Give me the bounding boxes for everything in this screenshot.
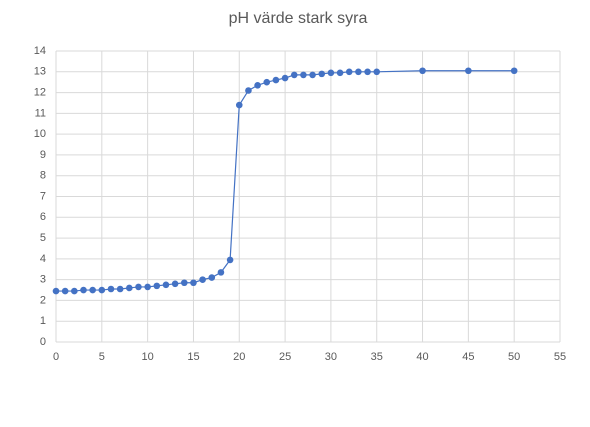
data-point (281, 74, 289, 82)
data-point (217, 269, 225, 276)
data-point (116, 285, 124, 293)
y-tick-label: 9 (40, 149, 46, 161)
x-tick-label: 10 (142, 351, 154, 363)
data-point (71, 287, 78, 295)
data-point (52, 287, 60, 295)
data-point (144, 283, 151, 291)
y-tick-label: 14 (34, 45, 46, 57)
data-point (162, 281, 170, 289)
y-tick-label: 8 (40, 170, 46, 182)
y-tick-label: 7 (40, 190, 46, 202)
data-point (373, 68, 381, 76)
data-point (107, 285, 115, 293)
data-point (190, 279, 197, 287)
x-tick-label: 20 (233, 351, 245, 363)
data-point (254, 81, 261, 89)
data-point (135, 283, 142, 291)
x-tick-label: 15 (187, 351, 199, 363)
y-tick-label: 13 (34, 66, 46, 78)
data-point (80, 286, 87, 294)
data-point (171, 280, 179, 288)
x-tick-label: 35 (371, 351, 383, 363)
data-point (98, 286, 106, 294)
y-tick-label: 11 (35, 107, 46, 119)
data-point (126, 284, 133, 292)
data-point (235, 101, 243, 109)
x-tick-label: 0 (53, 351, 59, 363)
data-point (89, 286, 96, 294)
data-point (180, 279, 188, 287)
y-tick-label: 6 (40, 211, 46, 223)
data-point (364, 68, 371, 76)
y-tick-label: 5 (40, 232, 46, 244)
y-tick-label: 12 (34, 86, 46, 98)
data-point (336, 69, 344, 77)
y-tick-label: 2 (40, 294, 46, 306)
data-point (465, 67, 472, 75)
chart-title: pH värde stark syra (229, 10, 368, 27)
y-tick-label: 10 (34, 128, 46, 140)
data-point (208, 274, 216, 281)
data-point (300, 71, 307, 79)
x-tick-label: 55 (554, 351, 566, 363)
x-tick-label: 50 (508, 351, 520, 363)
data-point (153, 282, 161, 290)
data-point (199, 276, 206, 283)
data-point (419, 67, 426, 75)
y-tick-label: 0 (40, 336, 46, 348)
data-point (272, 76, 280, 84)
x-tick-label: 30 (325, 351, 337, 363)
x-tick-label: 40 (416, 351, 428, 363)
data-point (245, 87, 252, 94)
data-point (290, 71, 298, 79)
y-tick-label: 3 (40, 274, 46, 286)
data-point (327, 69, 335, 77)
data-point (263, 78, 271, 86)
x-tick-label: 45 (462, 351, 474, 363)
data-point (226, 256, 234, 264)
data-point (345, 68, 353, 76)
data-point (309, 71, 316, 79)
y-tick-label: 1 (40, 315, 46, 327)
x-tick-label: 25 (279, 351, 291, 363)
data-point (61, 287, 69, 295)
data-point (355, 68, 362, 76)
data-point (318, 70, 326, 78)
data-point (510, 67, 518, 75)
y-tick-label: 4 (40, 253, 46, 265)
x-tick-label: 5 (99, 351, 105, 363)
